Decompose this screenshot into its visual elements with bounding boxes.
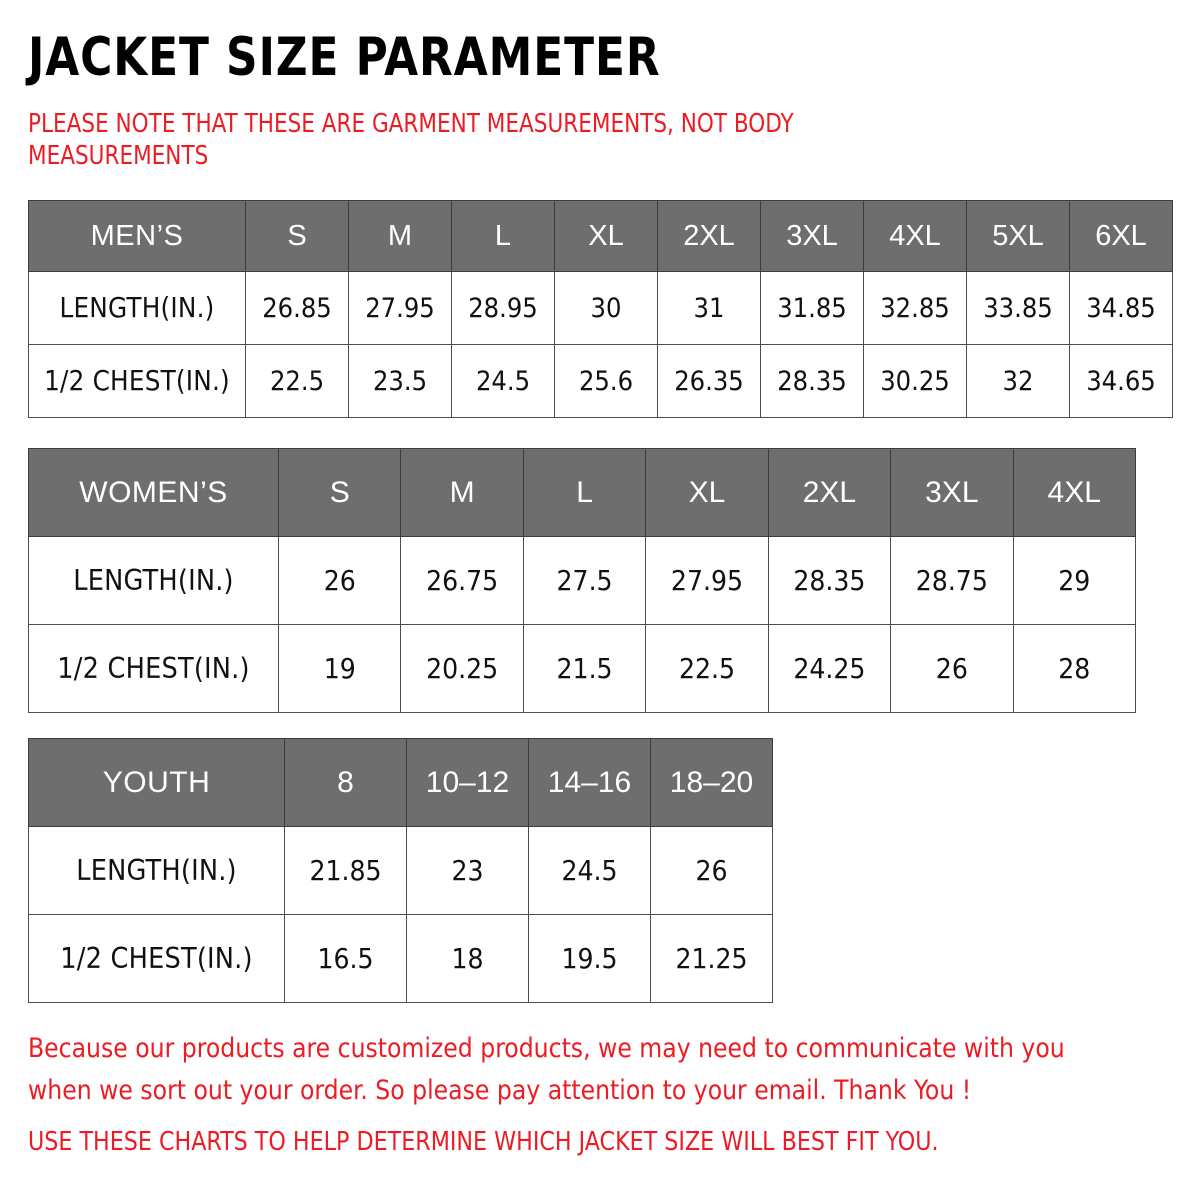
- womens-size-table: WOMEN’S S M L XL 2XL 3XL 4XL LENGTH(IN.) 26 26.75…: [28, 448, 1136, 713]
- cell-men-1-7: 32: [966, 344, 1070, 418]
- size-header-youth-1: 10–12: [406, 738, 529, 827]
- table-header-row: MEN’S S M L XL 2XL 3XL 4XL 5XL 6XL: [28, 200, 1173, 272]
- cell-women-1-5: 26: [890, 624, 1014, 713]
- cell-men-0-0: 26.85: [245, 271, 349, 345]
- cell-men-1-0: 22.5: [245, 344, 349, 418]
- size-header-women-2: L: [522, 448, 647, 537]
- page-title: JACKET SIZE PARAMETER: [28, 27, 661, 88]
- men-row-label-0: LENGTH(IN.): [28, 271, 246, 345]
- size-header-men-1: M: [348, 200, 452, 272]
- size-header-men-5: 3XL: [760, 200, 864, 272]
- cell-youth-1-1: 18: [406, 914, 529, 1003]
- size-header-women-0: S: [277, 448, 402, 537]
- cell-women-0-3: 27.95: [645, 536, 769, 625]
- men-category-header: MEN’S: [28, 200, 246, 272]
- size-header-women-5: 3XL: [890, 448, 1014, 537]
- men-row-label-1: 1/2 CHEST(IN.): [28, 344, 246, 418]
- cell-youth-0-1: 23: [406, 826, 529, 915]
- cell-men-1-1: 23.5: [348, 344, 452, 418]
- cell-youth-0-2: 24.5: [528, 826, 651, 915]
- cell-men-0-7: 33.85: [966, 271, 1070, 345]
- cell-men-1-2: 24.5: [451, 344, 555, 418]
- size-header-youth-2: 14–16: [528, 738, 651, 827]
- cell-women-1-4: 24.25: [767, 624, 892, 713]
- cell-women-1-3: 22.5: [645, 624, 769, 713]
- cell-women-1-2: 21.5: [522, 624, 647, 713]
- cell-men-0-2: 28.95: [451, 271, 555, 345]
- mens-table-body: LENGTH(IN.) 26.85 27.95 28.95 30 31 31.85 32.85…: [28, 271, 1173, 418]
- chart-usage-notice: USE THESE CHARTS TO HELP DETERMINE WHICH…: [28, 1127, 939, 1157]
- table-row: 1/2 CHEST(IN.) 22.5 23.5 24.5 25.6 26.35 28.35…: [28, 344, 1173, 418]
- table-row: LENGTH(IN.) 26 26.75 27.5 27.95 28.35 28.75 29: [28, 536, 1136, 625]
- womens-table-body: LENGTH(IN.) 26 26.75 27.5 27.95 28.35 28.75 29 1…: [28, 536, 1136, 713]
- cell-women-1-1: 20.25: [400, 624, 524, 713]
- cell-youth-0-0: 21.85: [284, 826, 407, 915]
- size-header-men-4: 2XL: [657, 200, 761, 272]
- cell-women-0-2: 27.5: [522, 536, 647, 625]
- size-header-youth-3: 18–20: [650, 738, 773, 827]
- cell-men-0-8: 34.85: [1069, 271, 1173, 345]
- table-row: LENGTH(IN.) 21.85 23 24.5 26: [28, 826, 773, 915]
- youth-category-header: YOUTH: [28, 738, 285, 827]
- cell-women-0-6: 29: [1012, 536, 1136, 625]
- cell-men-1-6: 30.25: [863, 344, 967, 418]
- women-row-label-1: 1/2 CHEST(IN.): [28, 624, 279, 713]
- customization-notice: Because our products are customized prod…: [28, 1033, 1065, 1106]
- mens-table-head: MEN’S S M L XL 2XL 3XL 4XL 5XL 6XL: [28, 200, 1173, 272]
- size-header-women-1: M: [400, 448, 524, 537]
- women-category-header: WOMEN’S: [28, 448, 279, 537]
- size-header-women-4: 2XL: [767, 448, 892, 537]
- size-header-men-0: S: [245, 200, 349, 272]
- women-row-label-0: LENGTH(IN.): [28, 536, 279, 625]
- size-header-men-8: 6XL: [1069, 200, 1173, 272]
- size-header-men-6: 4XL: [863, 200, 967, 272]
- cell-youth-0-3: 26: [650, 826, 773, 915]
- cell-women-0-4: 28.35: [767, 536, 892, 625]
- mens-size-table: MEN’S S M L XL 2XL 3XL 4XL 5XL 6XL LENGTH(IN.) 26.…: [28, 200, 1173, 418]
- cell-men-1-3: 25.6: [554, 344, 658, 418]
- cell-women-1-6: 28: [1012, 624, 1136, 713]
- cell-women-0-1: 26.75: [400, 536, 524, 625]
- size-header-women-6: 4XL: [1012, 448, 1136, 537]
- cell-men-0-1: 27.95: [348, 271, 452, 345]
- cell-men-1-4: 26.35: [657, 344, 761, 418]
- size-header-men-3: XL: [554, 200, 658, 272]
- table-row: LENGTH(IN.) 26.85 27.95 28.95 30 31 31.85 32.85…: [28, 271, 1173, 345]
- cell-men-1-8: 34.65: [1069, 344, 1173, 418]
- youth-row-label-1: 1/2 CHEST(IN.): [28, 914, 285, 1003]
- cell-men-0-4: 31: [657, 271, 761, 345]
- size-header-men-2: L: [451, 200, 555, 272]
- youth-table-head: YOUTH 8 10–12 14–16 18–20: [28, 738, 773, 827]
- youth-row-label-0: LENGTH(IN.): [28, 826, 285, 915]
- size-header-youth-0: 8: [284, 738, 407, 827]
- cell-men-1-5: 28.35: [760, 344, 864, 418]
- cell-youth-1-2: 19.5: [528, 914, 651, 1003]
- garment-measurement-note: PLEASE NOTE THAT THESE ARE GARMENT MEASU…: [28, 109, 794, 171]
- cell-men-0-5: 31.85: [760, 271, 864, 345]
- table-row: 1/2 CHEST(IN.) 19 20.25 21.5 22.5 24.25 26 28: [28, 624, 1136, 713]
- cell-youth-1-3: 21.25: [650, 914, 773, 1003]
- cell-men-0-6: 32.85: [863, 271, 967, 345]
- table-row: 1/2 CHEST(IN.) 16.5 18 19.5 21.25: [28, 914, 773, 1003]
- youth-size-table: YOUTH 8 10–12 14–16 18–20 LENGTH(IN.) 21.85 23…: [28, 738, 773, 1003]
- cell-youth-1-0: 16.5: [284, 914, 407, 1003]
- size-header-women-3: XL: [645, 448, 769, 537]
- cell-men-0-3: 30: [554, 271, 658, 345]
- youth-table-body: LENGTH(IN.) 21.85 23 24.5 26 1/2 CHEST(IN.) 16…: [28, 826, 773, 1003]
- table-header-row: YOUTH 8 10–12 14–16 18–20: [28, 738, 773, 827]
- cell-women-0-5: 28.75: [890, 536, 1014, 625]
- cell-women-0-0: 26: [277, 536, 402, 625]
- womens-table-head: WOMEN’S S M L XL 2XL 3XL 4XL: [28, 448, 1136, 537]
- table-header-row: WOMEN’S S M L XL 2XL 3XL 4XL: [28, 448, 1136, 537]
- size-header-men-7: 5XL: [966, 200, 1070, 272]
- cell-women-1-0: 19: [277, 624, 402, 713]
